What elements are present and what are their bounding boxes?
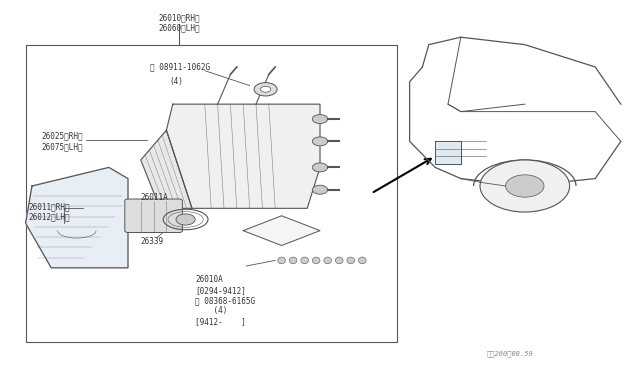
Text: 26011〈RH〉
26012〈LH〉: 26011〈RH〉 26012〈LH〉 <box>29 202 70 222</box>
Ellipse shape <box>335 257 343 264</box>
Polygon shape <box>435 141 461 164</box>
Circle shape <box>506 175 544 197</box>
Text: 26025〈RH〉
26075〈LH〉: 26025〈RH〉 26075〈LH〉 <box>42 132 83 151</box>
Circle shape <box>312 185 328 194</box>
Text: (4): (4) <box>170 77 184 86</box>
Circle shape <box>480 160 570 212</box>
Circle shape <box>260 86 271 92</box>
Polygon shape <box>26 167 128 268</box>
Text: 26339: 26339 <box>141 237 164 246</box>
Text: 26010A
[0294-9412]
Ⓢ 08368-6165G
    (4)
[9412-    ]: 26010A [0294-9412] Ⓢ 08368-6165G (4) [94… <box>195 275 255 326</box>
Polygon shape <box>166 104 320 208</box>
Ellipse shape <box>289 257 297 264</box>
Ellipse shape <box>324 257 332 264</box>
Ellipse shape <box>358 257 366 264</box>
Ellipse shape <box>278 257 285 264</box>
Polygon shape <box>141 130 192 208</box>
Circle shape <box>312 163 328 172</box>
Ellipse shape <box>347 257 355 264</box>
Polygon shape <box>243 216 320 246</box>
Text: ⓝ 08911-1062G: ⓝ 08911-1062G <box>150 62 211 71</box>
Ellipse shape <box>301 257 308 264</box>
Circle shape <box>176 214 195 225</box>
Circle shape <box>254 83 277 96</box>
Circle shape <box>312 137 328 146</box>
FancyBboxPatch shape <box>26 45 397 342</box>
Text: ᴀᴘ260⁂08.59: ᴀᴘ260⁂08.59 <box>486 350 533 357</box>
Circle shape <box>312 115 328 124</box>
Text: 26011A: 26011A <box>141 193 168 202</box>
FancyBboxPatch shape <box>125 199 182 232</box>
Text: 26010〈RH〉
26060〈LH〉: 26010〈RH〉 26060〈LH〉 <box>158 13 200 32</box>
Ellipse shape <box>312 257 320 264</box>
